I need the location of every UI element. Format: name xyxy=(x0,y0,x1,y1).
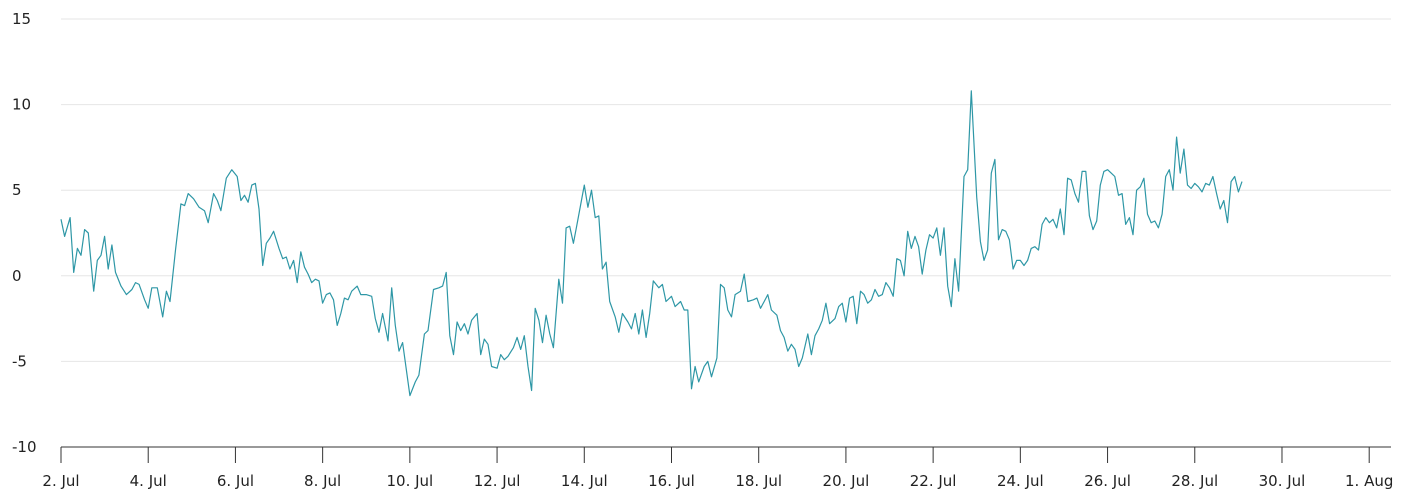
y-axis: -10 -5 0 5 10 15 xyxy=(12,10,37,456)
x-tick-label: 30. Jul xyxy=(1259,472,1306,490)
x-tick-label: 26. Jul xyxy=(1084,472,1131,490)
y-tick-label: 10 xyxy=(12,96,31,114)
x-tick-label: 8. Jul xyxy=(304,472,341,490)
x-tick-label: 2. Jul xyxy=(42,472,79,490)
y-tick-label: 0 xyxy=(12,267,22,285)
x-tick-label: 22. Jul xyxy=(910,472,957,490)
x-tick-label: 1. Aug xyxy=(1345,472,1393,490)
y-tick-label: -5 xyxy=(12,352,27,370)
x-tick-label: 4. Jul xyxy=(130,472,167,490)
x-tick-label: 18. Jul xyxy=(735,472,782,490)
x-tick-label: 10. Jul xyxy=(386,472,433,490)
y-tick-label: -10 xyxy=(12,438,37,456)
x-tick-label: 16. Jul xyxy=(648,472,695,490)
series-line xyxy=(60,90,1243,397)
x-tick-label: 24. Jul xyxy=(997,472,1044,490)
gridlines xyxy=(61,18,1391,362)
y-tick-label: 15 xyxy=(12,10,31,28)
x-tick-label: 28. Jul xyxy=(1171,472,1218,490)
y-tick-label: 5 xyxy=(12,181,22,199)
x-tick-label: 12. Jul xyxy=(474,472,521,490)
x-tick-label: 6. Jul xyxy=(217,472,254,490)
x-tick-label: 14. Jul xyxy=(561,472,608,490)
x-axis: 2. Jul 4. Jul 6. Jul 8. Jul 10. Jul 12. Jul 14… xyxy=(42,446,1393,490)
x-tick-label: 20. Jul xyxy=(823,472,870,490)
